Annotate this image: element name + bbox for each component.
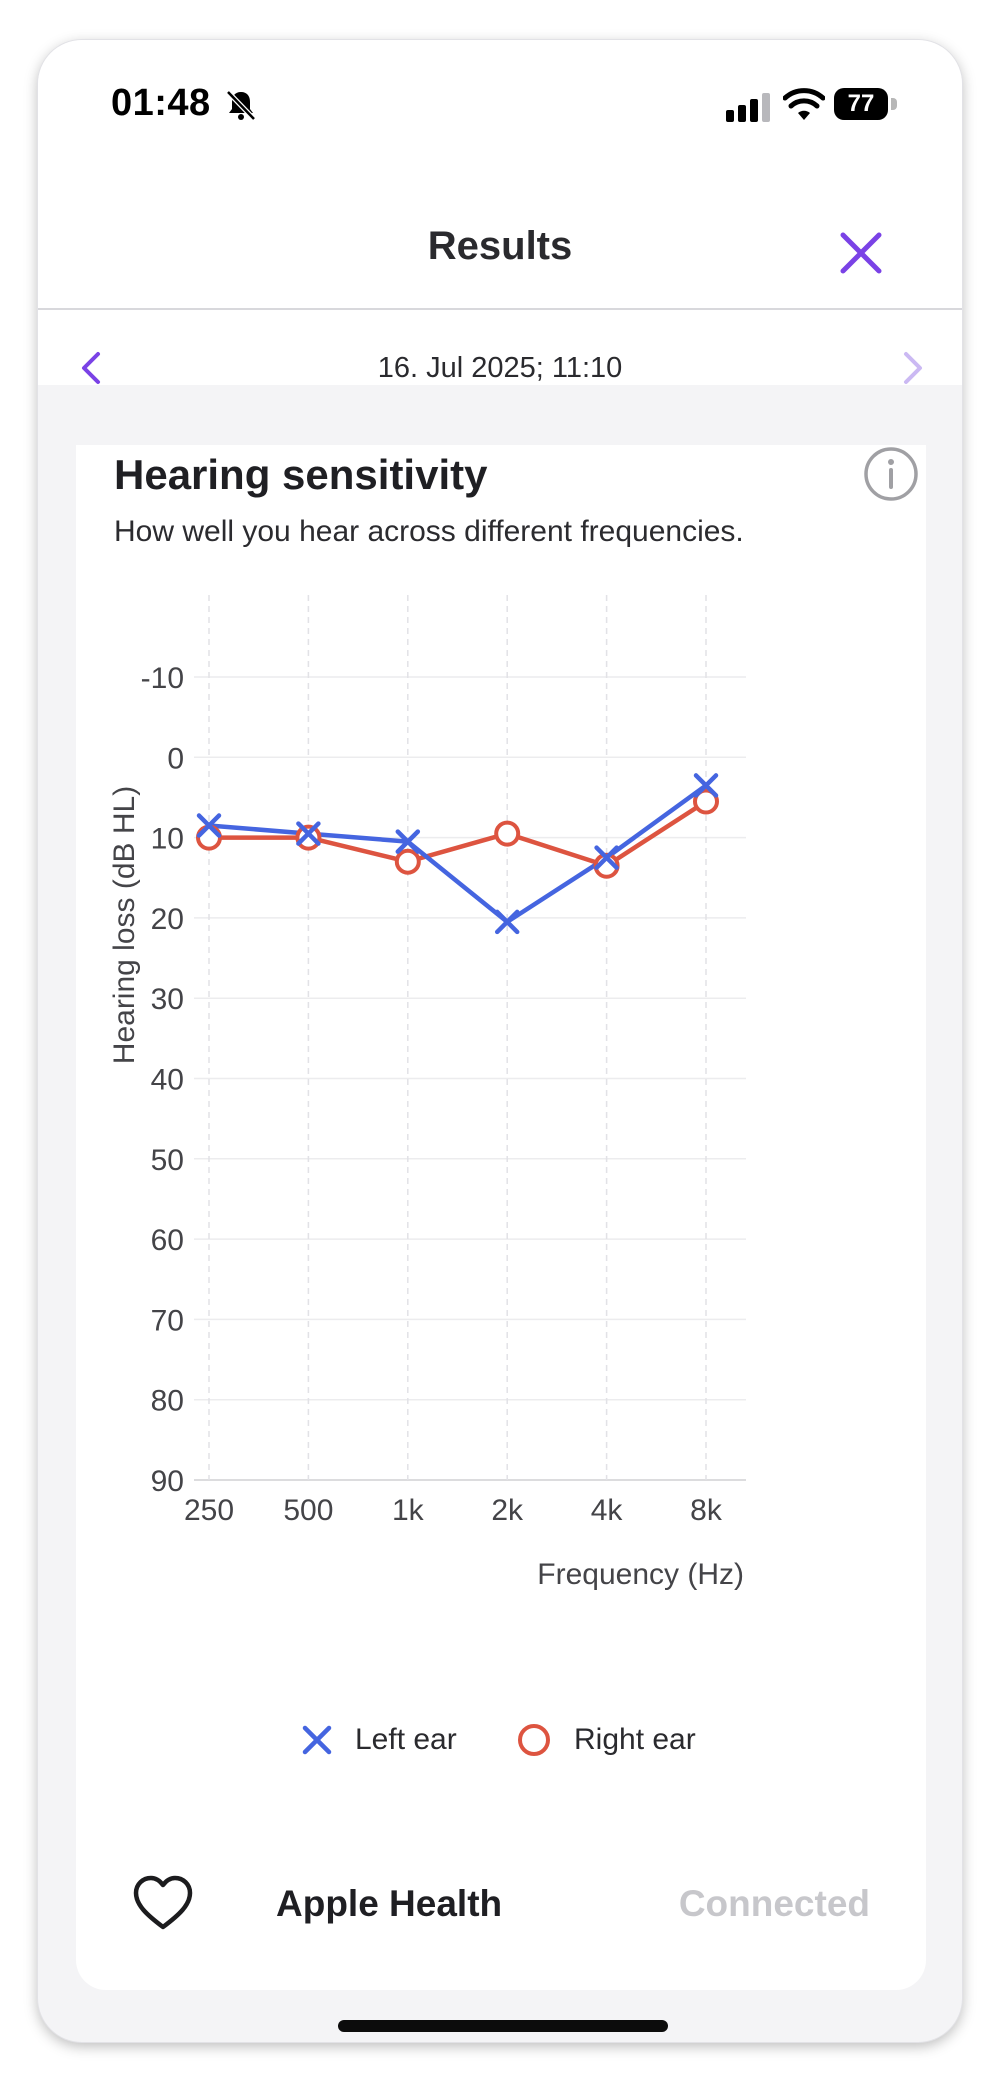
y-tick-label: 70: [151, 1304, 184, 1337]
x-marker-stroke: [196, 813, 222, 838]
right-ear-point: [693, 788, 719, 815]
x-tick-label: 500: [283, 1494, 333, 1527]
legend-label: Right ear: [574, 1723, 696, 1756]
y-tick-label: 50: [151, 1144, 184, 1177]
left-ear-point: [494, 909, 520, 935]
legend-item-left-ear: Left ear: [301, 1715, 457, 1765]
x-tick-label: 250: [184, 1494, 234, 1527]
bell-slash-icon: [226, 90, 256, 121]
left-ear-point: [594, 845, 619, 870]
x-axis-title: Frequency (Hz): [537, 1558, 744, 1591]
y-tick-label: 20: [151, 903, 184, 936]
y-tick-label: 40: [151, 1064, 184, 1097]
x-tick-label: 8k: [690, 1494, 723, 1527]
x-marker-stroke: [693, 773, 719, 798]
card-title: Hearing sensitivity: [114, 451, 488, 498]
title-bar: Results: [38, 170, 962, 310]
battery-icon: 77: [834, 88, 898, 122]
close-icon[interactable]: [838, 230, 884, 276]
y-tick-label: 80: [151, 1385, 184, 1418]
date-label: 16. Jul 2025; 11:10: [377, 352, 623, 384]
wifi-icon: [783, 88, 825, 120]
apple-health-label: Apple Health: [276, 1883, 503, 1924]
chevron-left-icon[interactable]: [76, 348, 106, 388]
phone-frame: 01:48 77 Results: [38, 40, 962, 2042]
y-tick-label: 30: [151, 983, 184, 1016]
x-marker-stroke: [594, 845, 619, 870]
y-tick-label: 90: [151, 1465, 184, 1498]
y-axis-title: Hearing loss (dB HL): [108, 786, 141, 1064]
x-marker-stroke: [296, 821, 321, 846]
x-marker-icon: [302, 1725, 332, 1755]
hearing-sensitivity-card: Hearing sensitivity How well you hear ac…: [76, 445, 926, 1990]
apple-health-row[interactable]: Apple Health Connected: [76, 1845, 926, 1955]
status-bar: 01:48 77: [38, 40, 962, 170]
legend-item-right-ear: Right ear: [516, 1715, 696, 1765]
series-line-right-ear: [209, 799, 708, 868]
legend-label: Left ear: [355, 1723, 457, 1756]
right-ear-point: [295, 824, 322, 851]
chevron-right-icon[interactable]: [898, 348, 928, 388]
left-ear-point: [296, 821, 321, 846]
battery-level: 77: [834, 88, 888, 120]
info-icon[interactable]: [862, 445, 920, 503]
x-tick-label: 4k: [591, 1494, 624, 1527]
y-tick-label: 10: [151, 823, 184, 856]
header-area: [38, 40, 962, 385]
x-tick-label: 2k: [491, 1494, 524, 1527]
signal-icon: [726, 93, 770, 122]
heart-icon: [133, 1875, 193, 1930]
x-marker-stroke: [395, 829, 421, 854]
left-ear-point: [395, 829, 421, 854]
y-tick-label: -10: [141, 662, 184, 695]
battery-cap: [891, 98, 897, 110]
right-ear-point: [394, 848, 421, 875]
y-tick-label: 60: [151, 1224, 184, 1257]
card-subtitle: How well you hear across different frequ…: [114, 515, 744, 548]
series-line-left-ear: [208, 783, 708, 925]
right-ear-point: [494, 820, 521, 847]
y-tick-label: 0: [167, 742, 184, 775]
connection-status: Connected: [678, 1883, 870, 1924]
left-ear-point: [196, 813, 222, 838]
status-time: 01:48: [111, 82, 211, 124]
date-navigation: 16. Jul 2025; 11:10: [38, 310, 962, 428]
circle-marker-icon: [518, 1724, 550, 1756]
x-marker-stroke: [494, 909, 520, 935]
left-ear-point: [693, 773, 719, 798]
page-title: Results: [427, 224, 573, 268]
home-indicator: [338, 2020, 668, 2032]
right-ear-point: [196, 824, 222, 851]
x-tick-label: 1k: [392, 1494, 425, 1527]
chart-legend: Left ear Right ear: [76, 1715, 926, 1765]
